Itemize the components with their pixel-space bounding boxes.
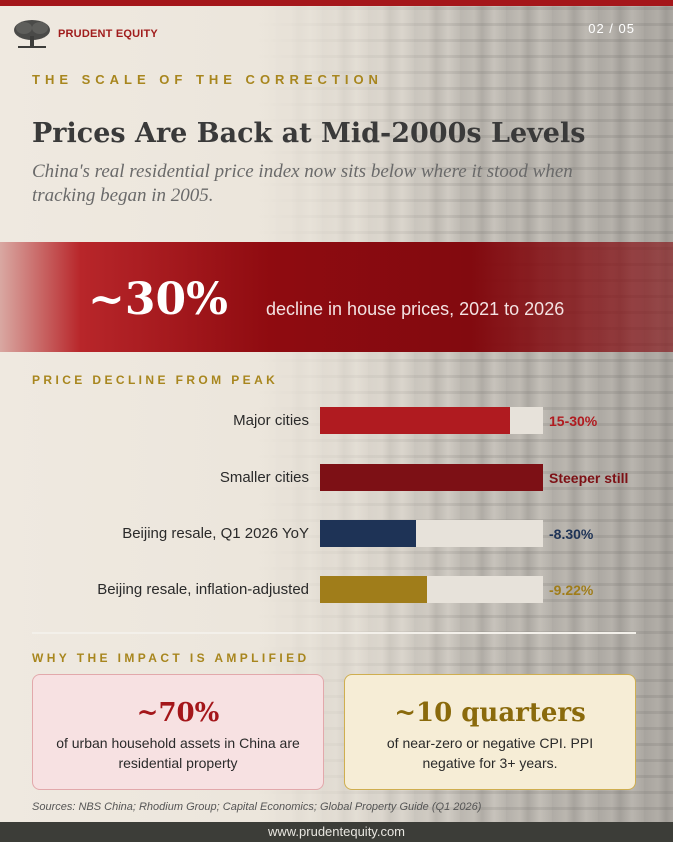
impact-card-value: ~70% (136, 698, 220, 728)
tree-logo-icon (14, 20, 50, 48)
section-divider (32, 632, 636, 634)
brand-logo[interactable]: PRUDENT EQUITY (12, 18, 158, 50)
bar-row-beijing-yoy: Beijing resale, Q1 2026 YoY -8.30% (0, 520, 673, 548)
bar-fill (320, 520, 416, 547)
top-accent-stripe (0, 0, 673, 6)
brand-name: PRUDENT EQUITY (58, 28, 158, 40)
headline-stat-value: ~30% (88, 274, 228, 325)
bar-track (320, 464, 543, 491)
page-number: 02 / 05 (588, 21, 635, 36)
sources-note: Sources: NBS China; Rhodium Group; Capit… (32, 801, 482, 813)
headline-stat-text: decline in house prices, 2021 to 2026 (266, 299, 565, 319)
page-subtitle: China's real residential price index now… (32, 161, 573, 206)
bar-track (320, 407, 543, 434)
bar-row-smaller-cities: Smaller cities Steeper still (0, 464, 673, 492)
decline-section-heading: PRICE DECLINE FROM PEAK (32, 373, 279, 387)
bar-label: Major cities (233, 412, 309, 429)
impact-card-value: ~10 quarters (394, 698, 586, 728)
bar-value: Steeper still (549, 470, 629, 486)
bar-track (320, 520, 543, 547)
impact-card-deflation: ~10 quarters of near-zero or negative CP… (344, 674, 636, 790)
page-title: Prices Are Back at Mid-2000s Levels (32, 118, 586, 149)
bar-label: Beijing resale, inflation-adjusted (97, 581, 309, 598)
bar-row-beijing-inflation-adjusted: Beijing resale, inflation-adjusted -9.22… (0, 576, 673, 604)
bar-row-major-cities: Major cities 15-30% (0, 407, 673, 435)
headline-stat-banner (0, 242, 673, 352)
impact-card-text: of near-zero or negative CPI. PPI negati… (386, 735, 594, 771)
bar-label: Smaller cities (219, 469, 309, 486)
bar-label: Beijing resale, Q1 2026 YoY (122, 525, 309, 542)
bar-value: -8.30% (549, 526, 594, 542)
bar-value: -9.22% (549, 582, 594, 598)
impact-card-household-assets: ~70% of urban household assets in China … (32, 674, 324, 790)
impact-card-text: of urban household assets in China are r… (56, 735, 300, 771)
impact-section-heading: WHY THE IMPACT IS AMPLIFIED (32, 651, 310, 665)
section-kicker: THE SCALE OF THE CORRECTION (32, 72, 383, 87)
bar-value: 15-30% (549, 413, 598, 429)
footer-url[interactable]: www.prudentequity.com (0, 822, 673, 842)
bar-track (320, 576, 543, 603)
bar-fill (320, 576, 428, 603)
bar-fill (320, 464, 543, 491)
bar-fill (320, 407, 510, 434)
